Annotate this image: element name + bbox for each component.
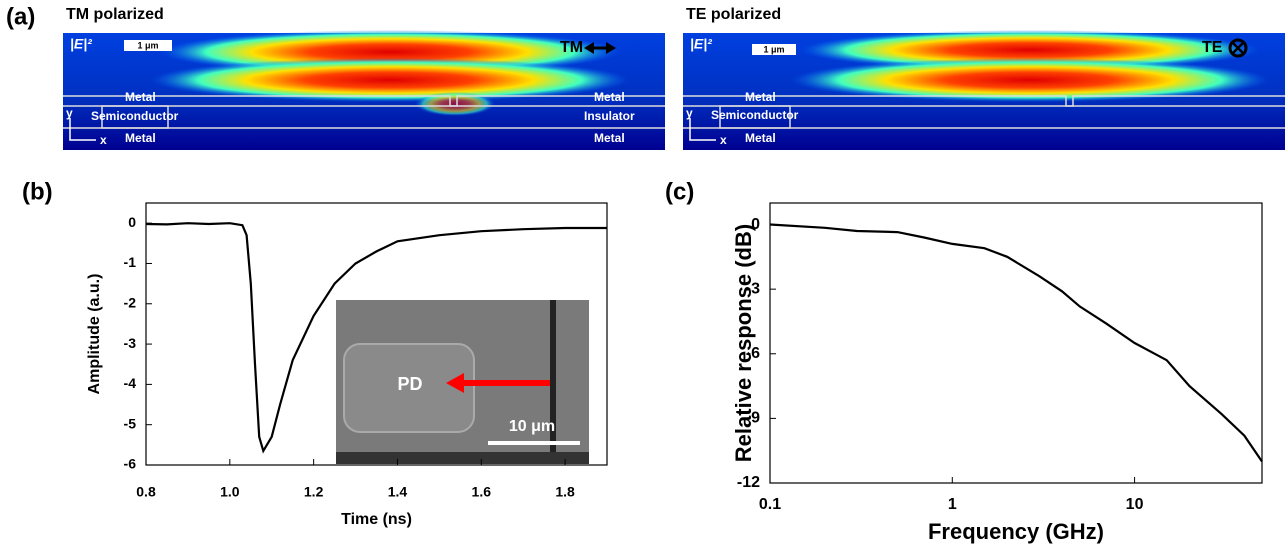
data-line [145, 222, 607, 454]
layer: Semiconductor [711, 108, 799, 122]
y-tick-label: -5 [124, 415, 137, 431]
map-title: TM polarized [66, 6, 164, 23]
x-tick-label: 1.2 [304, 484, 324, 500]
field-map: TE polarized |E|² 1 μm TE Metal Semicond… [683, 6, 1285, 150]
x-axis-title: Time (ns) [341, 511, 412, 528]
x-tick-label: 10 [1126, 496, 1144, 513]
map-title: TE polarized [686, 6, 781, 23]
layer: Metal [125, 90, 156, 104]
axis-label: x [720, 133, 727, 147]
field-label: |E|² [690, 36, 712, 52]
plot-frame [769, 202, 1263, 484]
field-label: |E|² [70, 36, 92, 52]
y-axis-title: Amplitude (a.u.) [86, 274, 103, 395]
y-tick-label: -3 [746, 280, 760, 297]
axis-label: y [686, 106, 693, 120]
y-tick-label: -2 [124, 294, 137, 310]
inset-label: PD [397, 374, 422, 394]
y-tick-label: -6 [746, 345, 760, 362]
layer: Metal [745, 131, 776, 145]
y-tick-label: -6 [124, 456, 137, 472]
field-map: TM polarized |E|² 1 μm TM Metal Metal Se… [63, 6, 665, 150]
layer: Metal [594, 90, 625, 104]
x-tick-label: 1.0 [220, 484, 240, 500]
layer: Insulator [584, 109, 635, 123]
y-tick-label: -9 [746, 410, 760, 427]
plot-frame [145, 202, 608, 466]
x-tick-label: 0.8 [136, 484, 156, 500]
x-tick-label: 1.8 [555, 484, 575, 500]
scale-bar: 1 μm [137, 40, 158, 50]
panel-label: (c) [665, 178, 694, 205]
axis-label: x [100, 133, 107, 147]
y-tick-label: -1 [124, 254, 137, 270]
y-tick-label: 0 [751, 216, 760, 233]
x-tick-label: 1 [948, 496, 957, 513]
panel-label: (a) [6, 3, 35, 30]
scale-bar: 1 μm [763, 44, 784, 54]
panel-label: (b) [22, 178, 53, 205]
y-tick-label: 0 [128, 214, 136, 230]
inset-scale-bar: 10 μm [509, 418, 555, 435]
sem-inset: PD 10 μm [336, 300, 589, 464]
y-tick-label: -12 [737, 474, 760, 491]
layer: Metal [594, 131, 625, 145]
polarization: TE [1202, 39, 1223, 56]
x-axis-title: Frequency (GHz) [928, 519, 1104, 544]
layer: Metal [745, 90, 776, 104]
polarization: TM [560, 39, 583, 56]
x-tick-label: 1.6 [472, 484, 492, 500]
layer: Semiconductor [91, 109, 179, 123]
y-axis-title: Relative response (dB) [731, 224, 756, 462]
data-line [769, 223, 1263, 463]
y-tick-label: -3 [124, 335, 137, 351]
x-tick-label: 1.4 [388, 484, 408, 500]
x-tick-label: 0.1 [759, 496, 781, 513]
axis-label: y [66, 106, 73, 120]
y-tick-label: -4 [124, 375, 137, 391]
layer: Metal [125, 131, 156, 145]
